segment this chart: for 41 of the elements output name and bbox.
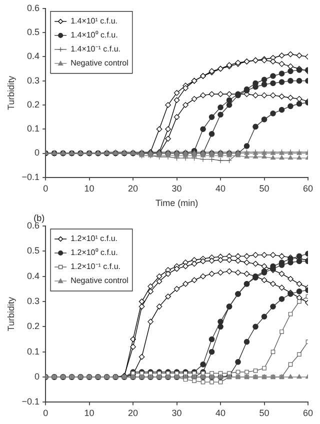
y-tick-label: 0.2 (27, 99, 40, 110)
y-tick-label: 0 (34, 372, 40, 382)
x-axis-title: Time (min) (155, 198, 198, 208)
x-tick-label: 10 (84, 408, 94, 418)
text: (b) (34, 212, 45, 223)
legend-label: Negative control (70, 276, 129, 286)
legend-label: Negative control (70, 58, 129, 68)
x-tick-label: 10 (84, 183, 94, 194)
x-tick-label: 0 (43, 408, 48, 418)
y-tick-label: −0.1 (22, 396, 40, 407)
x-tick-label: 20 (128, 183, 138, 194)
y-tick-label: 0.3 (27, 296, 40, 306)
x-tick-label: 40 (216, 183, 226, 194)
legend-label: 1.2×10⁰ c.f.u. (70, 248, 118, 258)
y-tick-label: 0.5 (27, 27, 40, 38)
x-tick-label: 30 (172, 183, 182, 194)
legend-label: 1.2×10¹ c.f.u. (70, 234, 118, 244)
x-tick-label: 20 (128, 408, 138, 418)
legend-label: 1.4×10⁻¹ c.f.u. (70, 44, 120, 54)
x-tick-label: 50 (259, 183, 270, 194)
y-axis-title: Turbidity (6, 296, 16, 332)
x-tick-label: 60 (302, 183, 314, 194)
y-tick-label: 0.4 (27, 51, 40, 62)
legend-label: 1.2×10⁻¹ c.f.u. (70, 262, 120, 272)
y-tick-label: 0.2 (27, 321, 40, 332)
x-tick-label: 50 (259, 408, 270, 418)
y-tick-label: 0.3 (27, 75, 40, 86)
y-tick-label: 0 (34, 148, 40, 158)
y-tick-label: 0.1 (27, 346, 40, 356)
x-tick-label: 60 (302, 408, 314, 418)
y-tick-label: 0.5 (27, 246, 40, 256)
y-tick-label: −0.1 (22, 172, 40, 182)
y-tick-label: 0.4 (27, 270, 40, 281)
x-tick-label: 0 (43, 183, 48, 194)
y-tick-label: 0.6 (27, 2, 40, 13)
y-tick-label: 0.1 (27, 124, 40, 134)
legend-label: 1.4×10⁰ c.f.u. (70, 30, 118, 40)
y-axis-title: Turbidity (6, 75, 16, 110)
x-tick-label: 30 (172, 408, 182, 418)
x-tick-label: 40 (216, 408, 226, 418)
legend-label: 1.4×10¹ c.f.u. (70, 16, 118, 26)
